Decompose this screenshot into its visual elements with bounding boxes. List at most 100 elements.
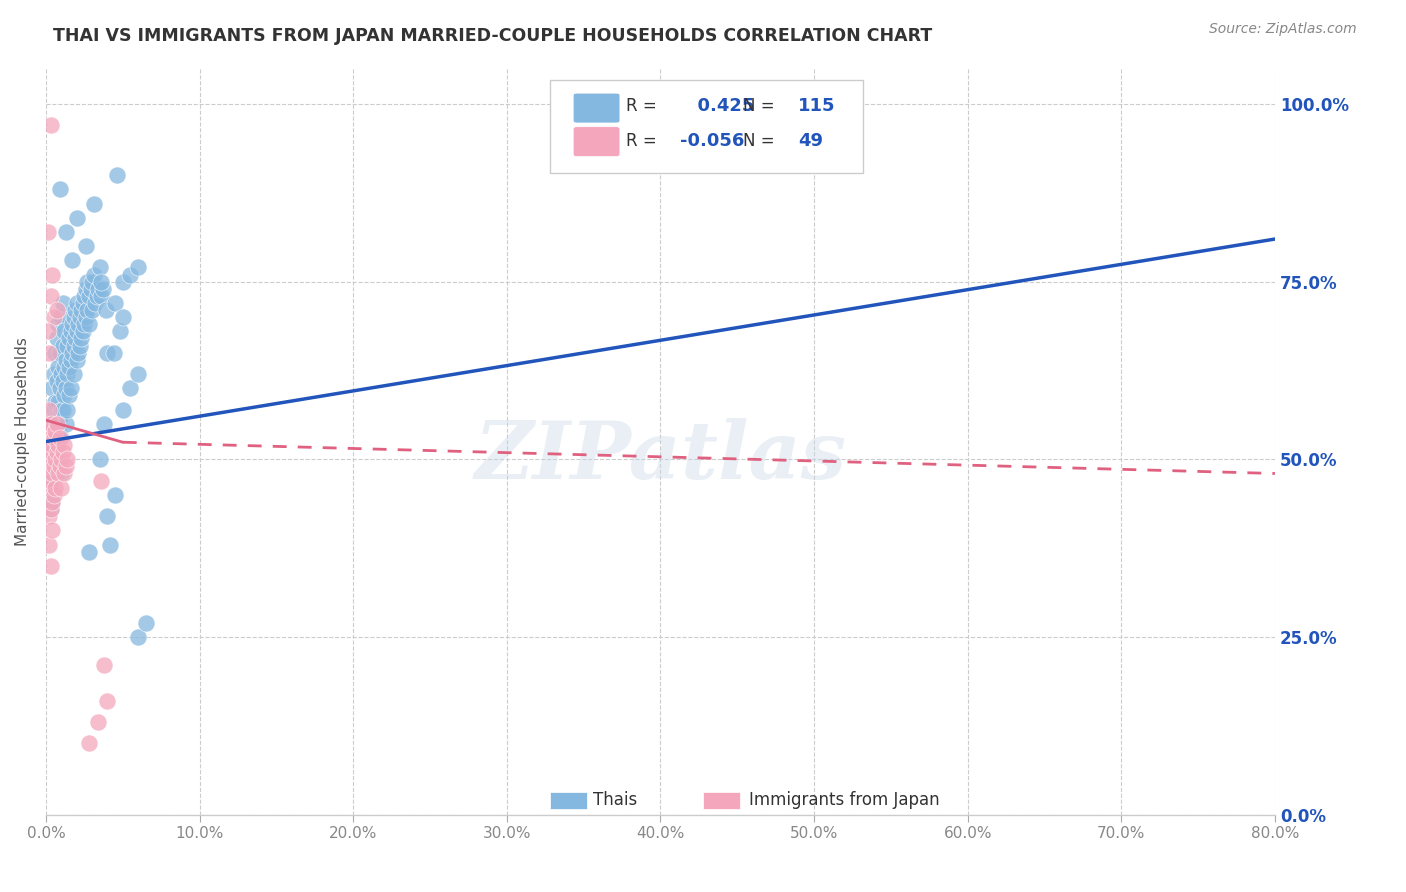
Point: [46, 438, 69, 452]
Point: [37, 424, 59, 438]
Text: R =: R =: [626, 97, 662, 115]
Point: [39, 558, 62, 573]
Point: [39, 289, 62, 303]
Point: [41, 467, 63, 481]
Point: [42, 367, 65, 381]
Point: [59, 381, 82, 395]
Point: [76, 303, 98, 318]
Point: [49, 182, 72, 196]
Point: [100, 537, 122, 551]
Point: [42, 459, 65, 474]
Point: [41, 495, 63, 509]
Point: [93, 417, 115, 431]
Point: [51, 481, 73, 495]
Point: [77, 318, 100, 332]
Point: [55, 459, 77, 474]
Point: [44, 452, 66, 467]
Point: [96, 345, 118, 359]
Point: [44, 345, 66, 359]
Point: [104, 296, 127, 310]
Point: [87, 282, 110, 296]
Point: [56, 367, 79, 381]
Point: [44, 395, 66, 409]
Point: [49, 345, 72, 359]
Point: [79, 282, 101, 296]
FancyBboxPatch shape: [574, 127, 620, 157]
Point: [104, 488, 127, 502]
Point: [80, 275, 103, 289]
Point: [67, 318, 90, 332]
Point: [42, 431, 65, 445]
Point: [45, 445, 67, 459]
Point: [56, 452, 79, 467]
Point: [90, 275, 112, 289]
Y-axis label: Married-couple Households: Married-couple Households: [15, 337, 30, 546]
Point: [51, 431, 73, 445]
Point: [45, 374, 67, 388]
Point: [90, 474, 112, 488]
Point: [38, 402, 60, 417]
Point: [73, 289, 96, 303]
Point: [42, 431, 65, 445]
Point: [52, 445, 75, 459]
Text: Immigrants from Japan: Immigrants from Japan: [749, 791, 939, 809]
Text: N =: N =: [742, 132, 780, 150]
Point: [72, 325, 94, 339]
Point: [56, 338, 79, 352]
Point: [55, 225, 77, 239]
Point: [41, 268, 63, 282]
Point: [62, 310, 84, 325]
Point: [111, 275, 134, 289]
Text: Source: ZipAtlas.com: Source: ZipAtlas.com: [1209, 22, 1357, 37]
Point: [83, 268, 105, 282]
Point: [96, 509, 118, 524]
Point: [39, 502, 62, 516]
Point: [77, 289, 100, 303]
Point: [66, 296, 89, 310]
Point: [53, 325, 76, 339]
Text: 0.425: 0.425: [685, 97, 755, 115]
Point: [51, 367, 73, 381]
Point: [45, 409, 67, 424]
Point: [51, 310, 73, 325]
Bar: [703, 792, 741, 808]
Bar: [550, 792, 586, 808]
Point: [39, 445, 62, 459]
Point: [52, 374, 75, 388]
Point: [127, 367, 149, 381]
Point: [127, 260, 149, 275]
Point: [42, 467, 65, 481]
Point: [38, 509, 60, 524]
Point: [62, 338, 84, 352]
Point: [66, 325, 89, 339]
Point: [89, 452, 111, 467]
Point: [38, 537, 60, 551]
Point: [39, 119, 62, 133]
Point: [93, 658, 115, 673]
Point: [45, 417, 67, 431]
Text: Thais: Thais: [593, 791, 637, 809]
Point: [49, 459, 72, 474]
Point: [75, 310, 97, 325]
Text: N =: N =: [742, 97, 780, 115]
Point: [66, 211, 89, 225]
Point: [56, 402, 79, 417]
Point: [80, 303, 103, 318]
Point: [96, 694, 118, 708]
FancyBboxPatch shape: [550, 79, 863, 173]
Point: [46, 359, 69, 374]
Point: [44, 481, 66, 495]
Point: [41, 495, 63, 509]
Point: [38, 345, 60, 359]
Point: [67, 345, 90, 359]
FancyBboxPatch shape: [574, 93, 620, 123]
Point: [86, 289, 108, 303]
Point: [42, 402, 65, 417]
Point: [87, 715, 110, 730]
Point: [51, 467, 73, 481]
Point: [58, 359, 80, 374]
Point: [70, 303, 93, 318]
Point: [45, 303, 67, 318]
Point: [111, 310, 134, 325]
Point: [44, 424, 66, 438]
